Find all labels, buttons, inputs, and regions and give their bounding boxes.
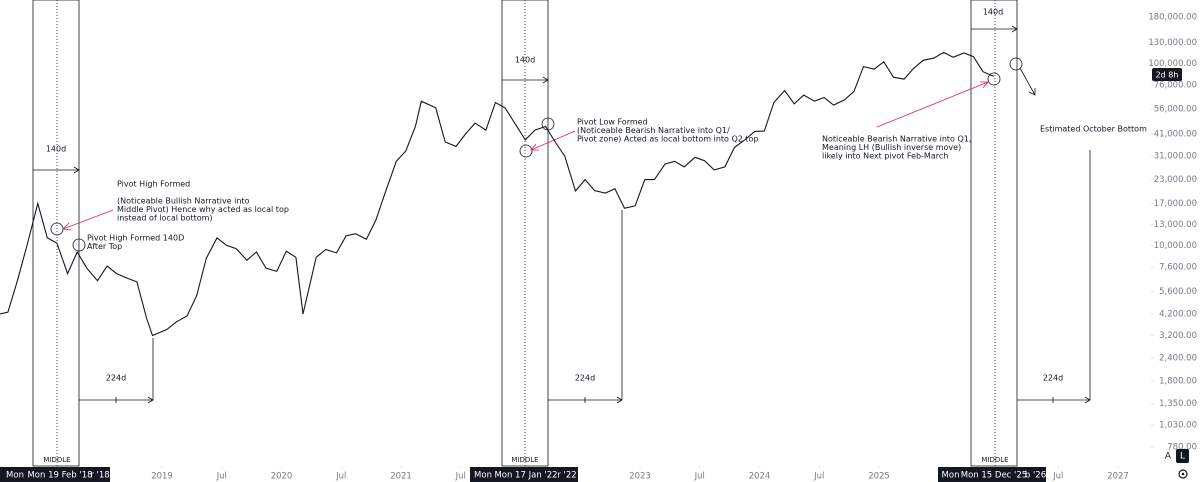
crosshair-box [938, 467, 1046, 482]
y-tick-label: 23,000.00 [1154, 175, 1197, 185]
crosshair-label: Mon [942, 471, 960, 481]
pivot-circle [519, 144, 533, 158]
y-tick-label: 780.00 [1167, 443, 1197, 453]
middle-label: MIDDLE [43, 456, 70, 464]
pivot-circle [72, 238, 86, 252]
y-tick-label: 41,000.00 [1154, 129, 1197, 139]
note-text: Pivot High Formed [117, 180, 190, 189]
crosshair-box [0, 467, 110, 482]
interval-label: 140d [983, 8, 1003, 17]
middle-label: MIDDLE [511, 456, 538, 464]
range-arrow [548, 210, 623, 404]
note-text: instead of local bottom) [117, 214, 213, 223]
x-tick-label: 2020 [271, 472, 293, 482]
crosshair-label: Mon 15 Dec '25 [961, 471, 1027, 481]
log-scale-button[interactable]: L [1180, 452, 1185, 462]
y-tick-label: 17,000.00 [1154, 199, 1197, 209]
y-tick-label: 7,600.00 [1159, 263, 1197, 273]
interval-label: 140d [515, 56, 535, 65]
y-tick-label: 1,030.00 [1159, 421, 1197, 431]
note-text: Pivot zone) Acted as local bottom into Q… [577, 135, 759, 144]
x-tick-label: Jul [455, 472, 466, 482]
range-label: 224d [1043, 374, 1063, 383]
range-label: 224d [106, 374, 126, 383]
interval-arrow [502, 76, 549, 84]
x-tick-label: Jul [216, 472, 227, 482]
pointer-arrow [876, 81, 989, 128]
x-tick-label: Jul [694, 472, 705, 482]
crosshair-label: Mon 17 Jan '22 [494, 471, 557, 481]
range-arrow [79, 338, 154, 404]
interval-arrow [33, 166, 80, 174]
crosshair-label: r '22 [557, 471, 576, 481]
x-tick-label: 2024 [749, 472, 771, 482]
y-tick-label: 2,400.00 [1159, 354, 1197, 364]
note-text: Noticeable Bearish Narrative into Q1, [822, 135, 971, 144]
y-tick-label: 3,200.00 [1159, 331, 1197, 341]
gear-icon[interactable] [1178, 469, 1188, 479]
note-text: likely into Next pivot Feb-March [822, 152, 948, 161]
pivot-circle [987, 72, 1001, 86]
y-tick-label: 130,000.00 [1148, 38, 1197, 48]
range-arrow [1017, 150, 1091, 404]
note-text: Pivot Low Formed [577, 118, 648, 127]
time-zone [970, 0, 1018, 467]
y-tick-label: 76,000.00 [1154, 81, 1197, 91]
y-tick-label: 180,000.00 [1148, 12, 1197, 22]
interval-label: 140d [46, 145, 66, 154]
log-scale-button-bg [1176, 449, 1189, 463]
pointer-arrow [62, 209, 114, 231]
y-tick-label: 100,000.00 [1148, 59, 1197, 69]
middle-label: MIDDLE [981, 456, 1008, 464]
countdown-badge [1152, 68, 1182, 81]
x-tick-label: 2019 [151, 472, 173, 482]
y-tick-label: 13,000.00 [1154, 220, 1197, 230]
drawings [32, 0, 1091, 467]
pointer-arrow [530, 130, 576, 151]
crosshair-box [470, 467, 578, 482]
x-tick-label: Jul [335, 472, 346, 482]
x-tick-label: 2021 [390, 472, 412, 482]
projection-arrow [1019, 67, 1036, 96]
y-tick-label: 56,000.00 [1154, 105, 1197, 115]
range-label: 224d [575, 374, 595, 383]
crosshair-label: Mon [6, 471, 24, 481]
note-text: After Top [87, 242, 122, 251]
x-tick-label: Jul [813, 472, 824, 482]
auto-scale-button[interactable]: A [1165, 452, 1172, 462]
y-tick-label: 31,000.00 [1154, 151, 1197, 161]
crosshair-label: Mon [474, 471, 492, 481]
y-tick-label: 5,600.00 [1159, 287, 1197, 297]
price-line [0, 51, 994, 337]
note-text: (Noticeable Bullish Narrative into [117, 197, 250, 206]
crosshair-label: b '26 [1025, 471, 1046, 481]
countdown: 2d 8h [1156, 71, 1179, 80]
note-text: Pivot High Formed 140D [87, 234, 184, 243]
x-tick-label: 2023 [629, 472, 651, 482]
note-text: Estimated October Bottom [1040, 125, 1147, 134]
interval-arrow [971, 25, 1018, 33]
note-text: Middle Pivot) Hence why acted as local t… [117, 205, 289, 214]
y-tick-label: 1,350.00 [1159, 399, 1197, 409]
time-zone [32, 0, 80, 467]
note-text: Meaning LH (Bullish inverse move) [822, 143, 961, 152]
crosshair-label: r '18 [90, 471, 109, 481]
y-tick-label: 10,000.00 [1154, 241, 1197, 251]
note-text: (Noticeable Bearish Narrative into Q1/ [577, 126, 730, 135]
y-tick-label: 1,800.00 [1159, 376, 1197, 386]
crosshair-label: Mon 19 Feb '18 [27, 471, 92, 481]
x-tick-label: Jul [1052, 472, 1063, 482]
y-tick-label: 4,200.00 [1159, 309, 1197, 319]
x-tick-label: 2025 [868, 472, 890, 482]
x-tick-label: 2027 [1107, 472, 1129, 482]
pivot-circle [1009, 57, 1023, 71]
